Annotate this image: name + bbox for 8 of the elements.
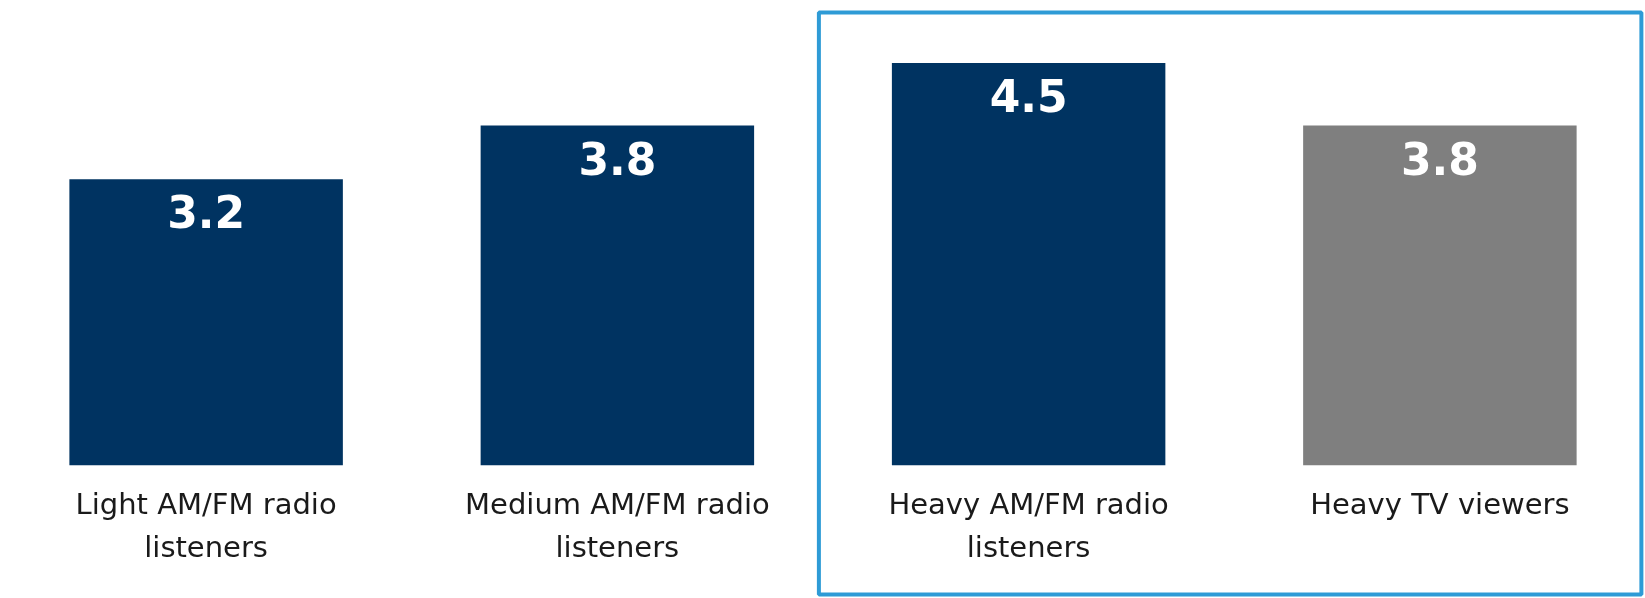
- data-label: 4.5: [989, 70, 1068, 122]
- x-tick-label: Heavy AM/FM radio listeners: [888, 487, 1169, 564]
- data-label: 3.8: [1400, 133, 1479, 185]
- x-tick-label: Medium AM/FM radio listeners: [465, 487, 770, 564]
- x-tick-label: Light AM/FM radio listeners: [75, 487, 337, 564]
- data-label: 3.2: [167, 187, 246, 239]
- data-label: 3.8: [578, 133, 657, 185]
- x-tick-label: Heavy TV viewers: [1310, 487, 1570, 522]
